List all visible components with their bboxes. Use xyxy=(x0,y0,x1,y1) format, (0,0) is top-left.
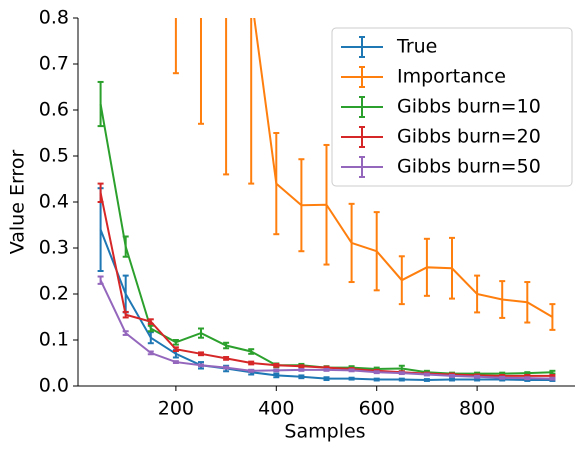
x-tick-label: 600 xyxy=(359,398,395,420)
error-bar xyxy=(147,324,154,333)
error-bar xyxy=(248,360,255,366)
error-bar xyxy=(549,376,556,381)
y-tick-label: 0.8 xyxy=(39,7,69,29)
plot-area xyxy=(97,18,556,382)
error-bar xyxy=(147,350,154,356)
error-bar xyxy=(474,377,481,382)
error-bar xyxy=(524,376,531,381)
error-bar xyxy=(423,372,430,377)
error-bar xyxy=(172,339,179,346)
error-bar xyxy=(97,80,104,128)
error-bar xyxy=(223,341,230,350)
error-bar xyxy=(273,132,280,236)
error-bar xyxy=(298,374,305,380)
error-bar xyxy=(197,351,204,357)
error-bar xyxy=(549,369,556,375)
error-bar xyxy=(348,368,355,373)
error-bar xyxy=(172,18,179,75)
error-bar xyxy=(172,346,179,353)
y-tick-label: 0.0 xyxy=(39,375,69,397)
error-bar xyxy=(449,236,456,300)
x-tick-label: 800 xyxy=(459,398,495,420)
error-bar xyxy=(499,375,506,380)
error-bar xyxy=(197,363,204,368)
error-bar xyxy=(323,143,330,266)
y-tick-label: 0.5 xyxy=(39,145,69,167)
error-bar xyxy=(248,368,255,373)
error-bar xyxy=(423,237,430,297)
legend-label: Gibbs burn=20 xyxy=(397,126,541,148)
y-tick-label: 0.6 xyxy=(39,99,69,121)
error-bar xyxy=(197,327,204,339)
error-bar xyxy=(449,373,456,378)
error-bar xyxy=(323,367,330,372)
y-tick-label: 0.3 xyxy=(39,237,69,259)
error-bar xyxy=(549,373,556,378)
y-axis-label: Value Error xyxy=(7,150,29,255)
error-bar xyxy=(524,281,531,324)
error-bar xyxy=(223,18,230,176)
error-bar xyxy=(248,348,255,355)
y-tick-label: 0.1 xyxy=(39,329,69,351)
y-tick-label: 0.7 xyxy=(39,53,69,75)
legend-frame xyxy=(331,27,573,187)
error-bar xyxy=(298,158,305,253)
error-bar xyxy=(398,255,405,306)
error-bar xyxy=(423,378,430,382)
error-bar xyxy=(223,356,230,361)
error-bar xyxy=(474,374,481,379)
error-bar xyxy=(273,368,280,373)
error-bar xyxy=(474,274,481,314)
error-bar xyxy=(398,377,405,382)
legend-label: True xyxy=(396,36,437,58)
error-bar xyxy=(373,211,380,292)
x-tick-label: 400 xyxy=(258,398,294,420)
x-axis-label: Samples xyxy=(284,421,365,443)
error-bar xyxy=(348,376,355,381)
legend-label: Gibbs burn=10 xyxy=(397,96,541,118)
error-bar xyxy=(273,372,280,379)
error-bar xyxy=(248,18,255,185)
error-bar xyxy=(323,376,330,382)
error-bar xyxy=(273,362,280,368)
y-tick-label: 0.2 xyxy=(39,283,69,305)
error-bar xyxy=(172,360,179,364)
error-bar xyxy=(223,365,230,370)
error-bar xyxy=(373,370,380,375)
error-bar xyxy=(147,318,154,325)
error-bar xyxy=(197,18,204,125)
error-bar xyxy=(122,330,129,336)
legend-label: Importance xyxy=(397,66,506,88)
error-bar xyxy=(499,280,506,319)
error-bar xyxy=(97,182,104,203)
y-tick-label: 0.4 xyxy=(39,191,69,213)
error-bar xyxy=(398,371,405,376)
legend: True Importance Gibbs burn=10 Gibbs burn=20… xyxy=(331,27,573,187)
error-bar xyxy=(298,364,305,369)
error-bar xyxy=(122,310,129,319)
error-bar xyxy=(298,367,305,372)
error-bar xyxy=(524,371,531,376)
legend-label: Gibbs burn=50 xyxy=(397,156,541,178)
error-bar xyxy=(97,275,104,285)
error-bar xyxy=(373,377,380,382)
error-bar xyxy=(549,303,556,331)
error-bar xyxy=(449,377,456,382)
error-bar xyxy=(348,202,355,284)
x-tick-label: 200 xyxy=(158,398,194,420)
error-bar xyxy=(122,235,129,258)
